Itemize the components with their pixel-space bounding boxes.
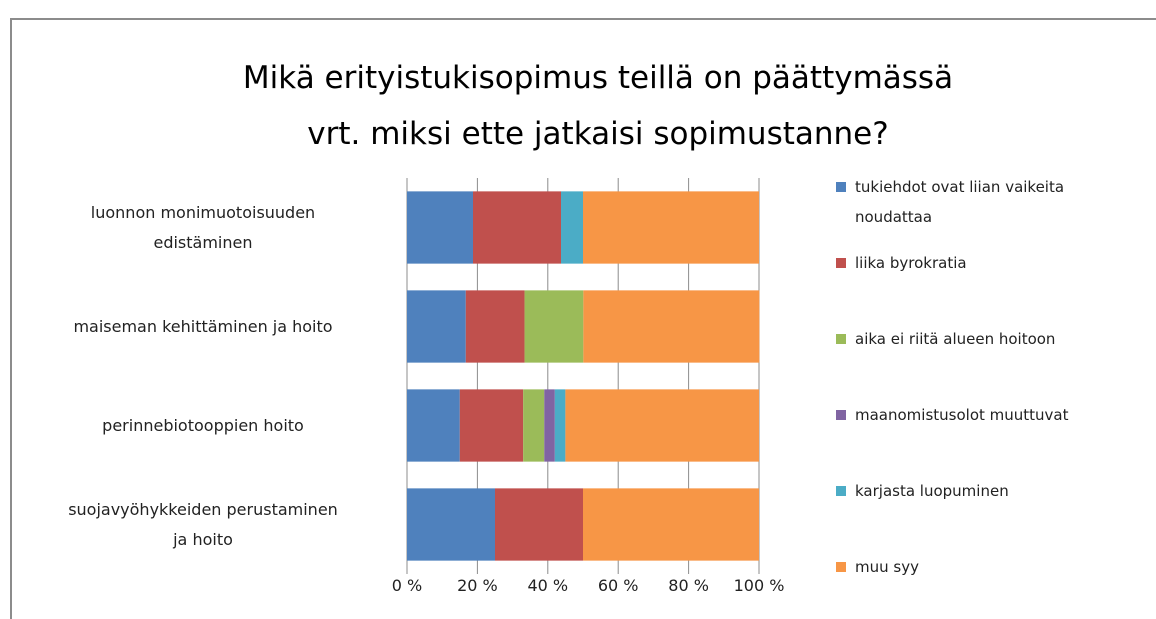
x-tick-label: 20 % [457, 576, 498, 595]
x-tick-label: 100 % [733, 576, 785, 595]
legend-swatch [836, 334, 846, 344]
x-tick-label: 0 % [391, 576, 423, 595]
bar-segment [583, 290, 760, 363]
bar-segment [407, 191, 473, 264]
chart-title: Mikä erityistukisopimus teillä on päätty… [242, 60, 954, 152]
bar-segment [495, 488, 583, 561]
bar-segment [544, 389, 555, 462]
bar-segment [583, 191, 759, 264]
chart-frame [10, 18, 1156, 619]
bar-segment [459, 389, 524, 462]
x-tick-label: 60 % [597, 576, 639, 595]
bar-segment [407, 488, 495, 561]
legend-label: maanomistusolot muuttuvat [855, 406, 1069, 424]
y-tick-label: suojavyöhykkeiden perustaminen ja hoito [68, 499, 338, 549]
bar-segment [565, 389, 759, 462]
bar-segment [554, 389, 566, 462]
y-tick-label: maiseman kehittäminen ja hoito [73, 316, 333, 336]
legend-label: tukiehdot ovat liian vaikeita noudattaa [855, 178, 1065, 226]
legend-label: liika byrokratia [855, 254, 967, 272]
bar-segment [465, 290, 525, 363]
bar-segment [524, 290, 584, 363]
legend-swatch [836, 182, 846, 192]
legend-swatch [836, 562, 846, 572]
legend-swatch [836, 258, 846, 268]
legend-label: muu syy [855, 558, 919, 576]
y-tick-label: luonnon monimuotoisuuden edistäminen [90, 202, 316, 252]
legend-swatch [836, 410, 846, 420]
legend-label: aika ei riitä alueen hoitoon [855, 330, 1056, 348]
bar-segment [407, 389, 460, 462]
bar-segment [583, 488, 759, 561]
bar-segment [473, 191, 561, 264]
x-tick-label: 40 % [527, 576, 569, 595]
bar-segment [523, 389, 545, 462]
legend-swatch [836, 486, 846, 496]
legend-label: karjasta luopuminen [855, 482, 1009, 500]
x-tick-label: 80 % [668, 576, 709, 595]
bar-segment [407, 290, 466, 363]
bar-segment [561, 191, 583, 264]
y-tick-label: perinnebiotooppien hoito [102, 415, 304, 435]
